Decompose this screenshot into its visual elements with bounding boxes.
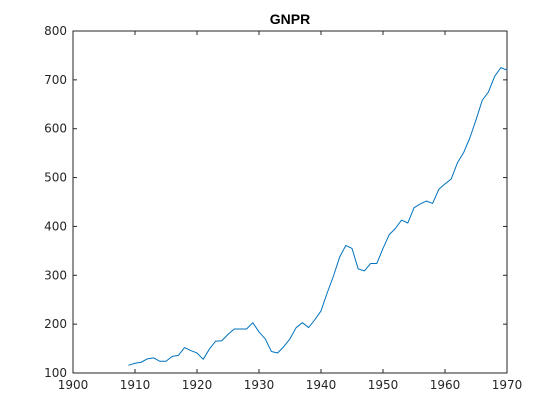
series-line [128, 67, 508, 366]
y-tick-label: 100 [44, 366, 67, 380]
axis-ticks [72, 30, 508, 374]
series-group [128, 67, 508, 366]
x-tick-label: 1920 [182, 378, 213, 392]
y-tick-label: 400 [44, 219, 67, 233]
x-tick-label: 1970 [492, 378, 523, 392]
x-tick-label: 1900 [58, 378, 89, 392]
x-tick-label: 1960 [430, 378, 461, 392]
x-tick-label: 1930 [244, 378, 275, 392]
x-tick-label: 1940 [306, 378, 337, 392]
y-axis-tick-labels: 100 200 300 400 500 600 700 800 [44, 24, 67, 380]
x-tick-label: 1950 [368, 378, 399, 392]
x-tick-label: 1910 [120, 378, 151, 392]
y-tick-label: 200 [44, 317, 67, 331]
y-tick-label: 700 [44, 73, 67, 87]
y-tick-label: 300 [44, 268, 67, 282]
y-tick-label: 600 [44, 122, 67, 136]
y-tick-label: 500 [44, 171, 67, 185]
y-tick-label: 800 [44, 24, 67, 38]
x-axis-tick-labels: 1900 1910 1920 1930 1940 1950 1960 1970 [58, 378, 523, 392]
chart-title: GNPR [270, 11, 310, 27]
plot-area [72, 30, 508, 374]
